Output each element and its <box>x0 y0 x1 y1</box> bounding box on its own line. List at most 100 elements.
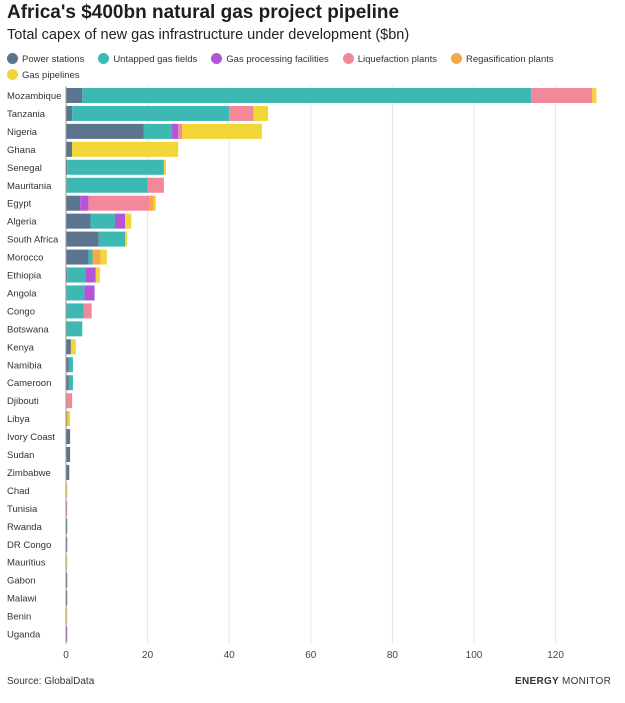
bar-segment <box>66 590 68 606</box>
legend-label: Gas processing facilities <box>226 54 329 65</box>
y-category-label: Sudan <box>7 450 34 461</box>
y-category-label: South Africa <box>7 235 59 246</box>
bar-segment <box>66 213 91 229</box>
y-category-label: Botswana <box>7 324 49 335</box>
bar-segment <box>149 195 154 211</box>
bar-segment <box>66 482 68 498</box>
bar-segment <box>66 518 68 534</box>
bar-segment <box>143 123 173 139</box>
legend-swatch <box>7 69 18 80</box>
y-category-label: Congo <box>7 306 35 317</box>
legend-swatch <box>450 53 462 64</box>
bar-segment <box>66 554 68 570</box>
x-tick-label: 0 <box>63 650 69 661</box>
bar-segment <box>70 339 76 355</box>
bar-segment <box>66 357 69 373</box>
x-tick-label: 80 <box>387 650 399 661</box>
legend-item: Gas processing facilities <box>211 52 329 68</box>
y-category-label: Ghana <box>7 145 36 156</box>
y-category-label: DR Congo <box>7 540 51 551</box>
bar-segment <box>68 357 73 373</box>
y-category-label: Djibouti <box>7 396 39 407</box>
x-tick-label: 60 <box>305 650 317 661</box>
bar-segment <box>66 231 99 247</box>
brand-word-energy: ENERGY <box>515 676 559 687</box>
bar-segment <box>72 141 179 157</box>
bar-segment <box>66 285 85 301</box>
legend-label: Regasification plants <box>465 54 554 65</box>
bar-segment <box>114 213 126 229</box>
bar-segment <box>66 141 73 157</box>
bar-segment <box>592 88 597 103</box>
y-category-label: Mauritania <box>7 181 52 192</box>
bar-segment <box>66 411 69 427</box>
bar-segment <box>85 267 96 283</box>
y-category-label: Libya <box>7 414 30 425</box>
bar-segment <box>80 195 89 211</box>
bar-segment <box>66 500 68 516</box>
y-category-label: Uganda <box>7 630 41 641</box>
bar-segment <box>66 608 68 624</box>
legend-item: Liquefaction plants <box>342 52 437 68</box>
y-category-label: Kenya <box>7 342 35 353</box>
bar-segment <box>66 375 69 391</box>
bar-segment <box>125 213 132 229</box>
legend-label: Liquefaction plants <box>357 54 437 65</box>
y-category-label: Namibia <box>7 360 43 371</box>
legend-label: Power stations <box>22 54 85 65</box>
bar-segment <box>531 88 593 103</box>
bar-segment <box>147 177 164 193</box>
bar-segment <box>72 105 230 121</box>
y-category-label: Cameroon <box>7 378 51 389</box>
legend-swatch <box>342 53 354 64</box>
y-category-label: Mauritius <box>7 558 46 569</box>
legend-swatch <box>98 53 110 64</box>
bar-segment <box>66 159 68 175</box>
bar-segment <box>66 429 71 445</box>
y-category-label: Ivory Coast <box>7 432 55 443</box>
bar-segment <box>67 267 86 283</box>
bar-segment <box>66 393 73 409</box>
bar-segment <box>66 572 68 588</box>
bar-segment <box>66 339 71 355</box>
y-category-label: Malawi <box>7 594 37 605</box>
y-category-label: Mozambique <box>7 91 61 102</box>
bar-segment <box>66 177 148 193</box>
chart-title: Africa's $400bn natural gas project pipe… <box>7 2 400 23</box>
y-category-label: Nigeria <box>7 127 38 138</box>
x-tick-label: 40 <box>224 650 236 661</box>
y-category-label: Angola <box>7 288 37 299</box>
y-category-label: Egypt <box>7 199 32 210</box>
brand-word-monitor: MONITOR <box>561 676 612 687</box>
x-tick-label: 120 <box>547 650 564 661</box>
bar-segment <box>66 303 84 319</box>
bar-segment <box>66 105 73 121</box>
legend-item: Power stations <box>7 52 84 68</box>
bar-segment <box>95 267 100 283</box>
legend-item: Regasification plants <box>450 52 554 68</box>
bar-segment <box>90 213 115 229</box>
y-category-label: Algeria <box>7 217 37 228</box>
bar-segment <box>172 123 179 139</box>
bar-segment <box>253 105 268 121</box>
bar-segment <box>88 195 150 211</box>
source-note: Source: GlobalData <box>7 676 95 687</box>
x-tick-label: 100 <box>466 650 483 661</box>
bar-segment <box>67 159 164 175</box>
legend-swatch <box>7 53 18 64</box>
bar-segment <box>66 88 83 103</box>
bar-segment <box>66 123 144 139</box>
legend-label: Untapped gas fields <box>113 54 198 65</box>
y-category-label: Tanzania <box>7 109 46 120</box>
y-category-label: Benin <box>7 612 31 623</box>
bar-segment <box>66 267 68 283</box>
bar-segment <box>83 303 92 319</box>
y-category-label: Morocco <box>7 253 43 264</box>
chart-legend: Power stations Untapped gas fields Gas pro… <box>7 52 592 84</box>
y-category-label: Zimbabwe <box>7 468 51 479</box>
legend-item: Untapped gas fields <box>98 52 197 68</box>
y-category-label: Rwanda <box>7 522 43 533</box>
bar-segment <box>68 375 73 391</box>
chart-subtitle: Total capex of new gas infrastructure un… <box>7 27 410 43</box>
y-category-label: Gabon <box>7 576 36 587</box>
